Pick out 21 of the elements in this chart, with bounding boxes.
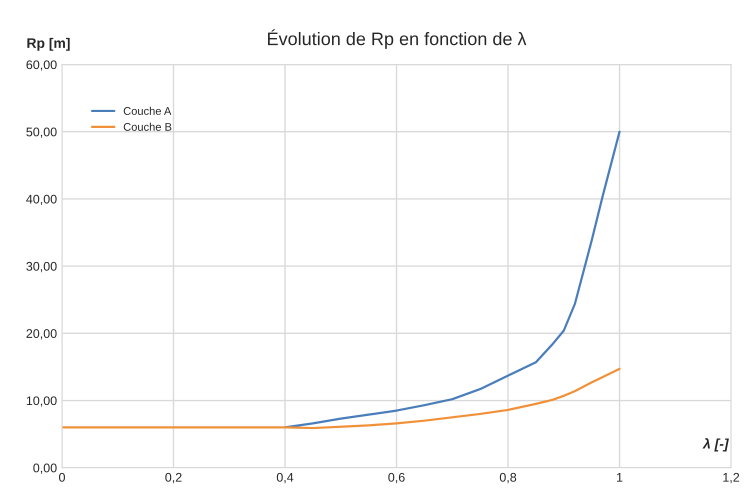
y-axis-title: Rp [m] [27, 38, 70, 51]
x-tick-label: 1 [617, 473, 622, 482]
x-axis-title: λ [-] [702, 438, 729, 452]
line-series [284, 130, 621, 428]
legend-label: Couche A [124, 106, 172, 115]
x-tick-label: 0,8 [500, 472, 516, 484]
line-series [62, 368, 621, 430]
x-tick-label: 0 [59, 472, 65, 482]
x-tick-label: 0,4 [276, 472, 294, 484]
y-tick-label: 50,00 [26, 128, 57, 138]
y-tick-label: 10,00 [26, 396, 57, 407]
y-tick-label: 60,00 [26, 60, 57, 71]
y-tick-label: 30,00 [26, 262, 57, 272]
x-tick-label: 0,2 [165, 472, 182, 484]
x-tick-label: 0,6 [388, 472, 405, 484]
legend-label: Couche B [124, 122, 172, 131]
y-tick-label: 0,00 [33, 464, 57, 474]
chart-title: Évolution de Rp en fonction de λ [268, 29, 526, 49]
x-tick-label: 1,2 [723, 472, 740, 484]
y-tick-label: 20,00 [26, 329, 57, 340]
y-tick-label: 40,00 [26, 194, 57, 206]
